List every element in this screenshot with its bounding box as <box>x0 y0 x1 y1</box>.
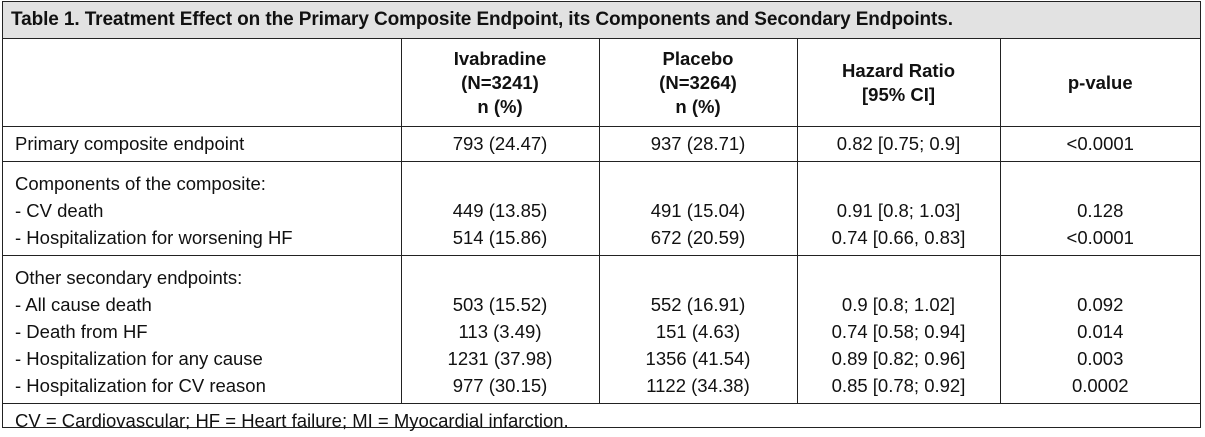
cell-value: 0.85 [0.78; 0.92] <box>798 372 1000 399</box>
table-row-components: Components of the composite: - CV death … <box>3 162 1200 256</box>
cell-value: 977 (30.15) <box>402 372 599 399</box>
cell-value: 0.128 <box>1001 197 1201 224</box>
primary-label: Primary composite endpoint <box>3 127 401 162</box>
cell-value: 672 (20.59) <box>600 224 797 251</box>
cell-value: 0.74 [0.66, 0.83] <box>798 224 1000 251</box>
header-placebo: Placebo (N=3264) n (%) <box>599 39 797 127</box>
results-table-frame: Table 1. Treatment Effect on the Primary… <box>2 1 1201 428</box>
components-title: Components of the composite: <box>15 170 401 197</box>
row-label: - Hospitalization for CV reason <box>15 372 401 399</box>
cell-value: 151 (4.63) <box>600 318 797 345</box>
secondary-placebo: 552 (16.91) 151 (4.63) 1356 (41.54) 1122… <box>599 256 797 404</box>
cell-value: 0.89 [0.82; 0.96] <box>798 345 1000 372</box>
cell-value: 552 (16.91) <box>600 291 797 318</box>
cell-value: 491 (15.04) <box>600 197 797 224</box>
components-p-value: 0.128 <0.0001 <box>1000 162 1200 256</box>
secondary-title: Other secondary endpoints: <box>15 264 401 291</box>
cell-value: 503 (15.52) <box>402 291 599 318</box>
header-hazard-ratio: Hazard Ratio [95% CI] <box>797 39 1000 127</box>
cell-value: 0.092 <box>1001 291 1201 318</box>
cell-value: <0.0001 <box>1001 224 1201 251</box>
header-endpoint <box>3 39 401 127</box>
table-row-primary: Primary composite endpoint 793 (24.47) 9… <box>3 127 1200 162</box>
footnote-row: CV = Cardiovascular; HF = Heart failure;… <box>3 404 1200 437</box>
components-ivabradine: 449 (13.85) 514 (15.86) <box>401 162 599 256</box>
cell-value: 0.74 [0.58; 0.94] <box>798 318 1000 345</box>
secondary-ivabradine: 503 (15.52) 113 (3.49) 1231 (37.98) 977 … <box>401 256 599 404</box>
secondary-hazard-ratio: 0.9 [0.8; 1.02] 0.74 [0.58; 0.94] 0.89 [… <box>797 256 1000 404</box>
row-label: - Hospitalization for any cause <box>15 345 401 372</box>
primary-ivabradine: 793 (24.47) <box>401 127 599 162</box>
row-label: - CV death <box>15 197 401 224</box>
cell-value: 514 (15.86) <box>402 224 599 251</box>
cell-value: 0.003 <box>1001 345 1201 372</box>
cell-value: 1231 (37.98) <box>402 345 599 372</box>
components-hazard-ratio: 0.91 [0.8; 1.03] 0.74 [0.66, 0.83] <box>797 162 1000 256</box>
primary-p-value: <0.0001 <box>1000 127 1200 162</box>
cell-value: 449 (13.85) <box>402 197 599 224</box>
primary-hazard-ratio: 0.82 [0.75; 0.9] <box>797 127 1000 162</box>
cell-value: 113 (3.49) <box>402 318 599 345</box>
header-row: Ivabradine (N=3241) n (%) Placebo (N=326… <box>3 39 1200 127</box>
primary-placebo: 937 (28.71) <box>599 127 797 162</box>
row-label: - Hospitalization for worsening HF <box>15 224 401 251</box>
table-caption: Table 1. Treatment Effect on the Primary… <box>3 2 1200 39</box>
cell-value: 0.014 <box>1001 318 1201 345</box>
secondary-labels: Other secondary endpoints: - All cause d… <box>3 256 401 404</box>
components-labels: Components of the composite: - CV death … <box>3 162 401 256</box>
cell-value: 0.0002 <box>1001 372 1201 399</box>
components-placebo: 491 (15.04) 672 (20.59) <box>599 162 797 256</box>
results-table: Ivabradine (N=3241) n (%) Placebo (N=326… <box>3 39 1200 437</box>
table-footnote: CV = Cardiovascular; HF = Heart failure;… <box>3 404 1200 437</box>
secondary-p-value: 0.092 0.014 0.003 0.0002 <box>1000 256 1200 404</box>
table-row-secondary: Other secondary endpoints: - All cause d… <box>3 256 1200 404</box>
row-label: - All cause death <box>15 291 401 318</box>
cell-value: 1122 (34.38) <box>600 372 797 399</box>
cell-value: 1356 (41.54) <box>600 345 797 372</box>
header-ivabradine: Ivabradine (N=3241) n (%) <box>401 39 599 127</box>
row-label: - Death from HF <box>15 318 401 345</box>
header-p-value: p-value <box>1000 39 1200 127</box>
cell-value: 0.9 [0.8; 1.02] <box>798 291 1000 318</box>
cell-value: 0.91 [0.8; 1.03] <box>798 197 1000 224</box>
